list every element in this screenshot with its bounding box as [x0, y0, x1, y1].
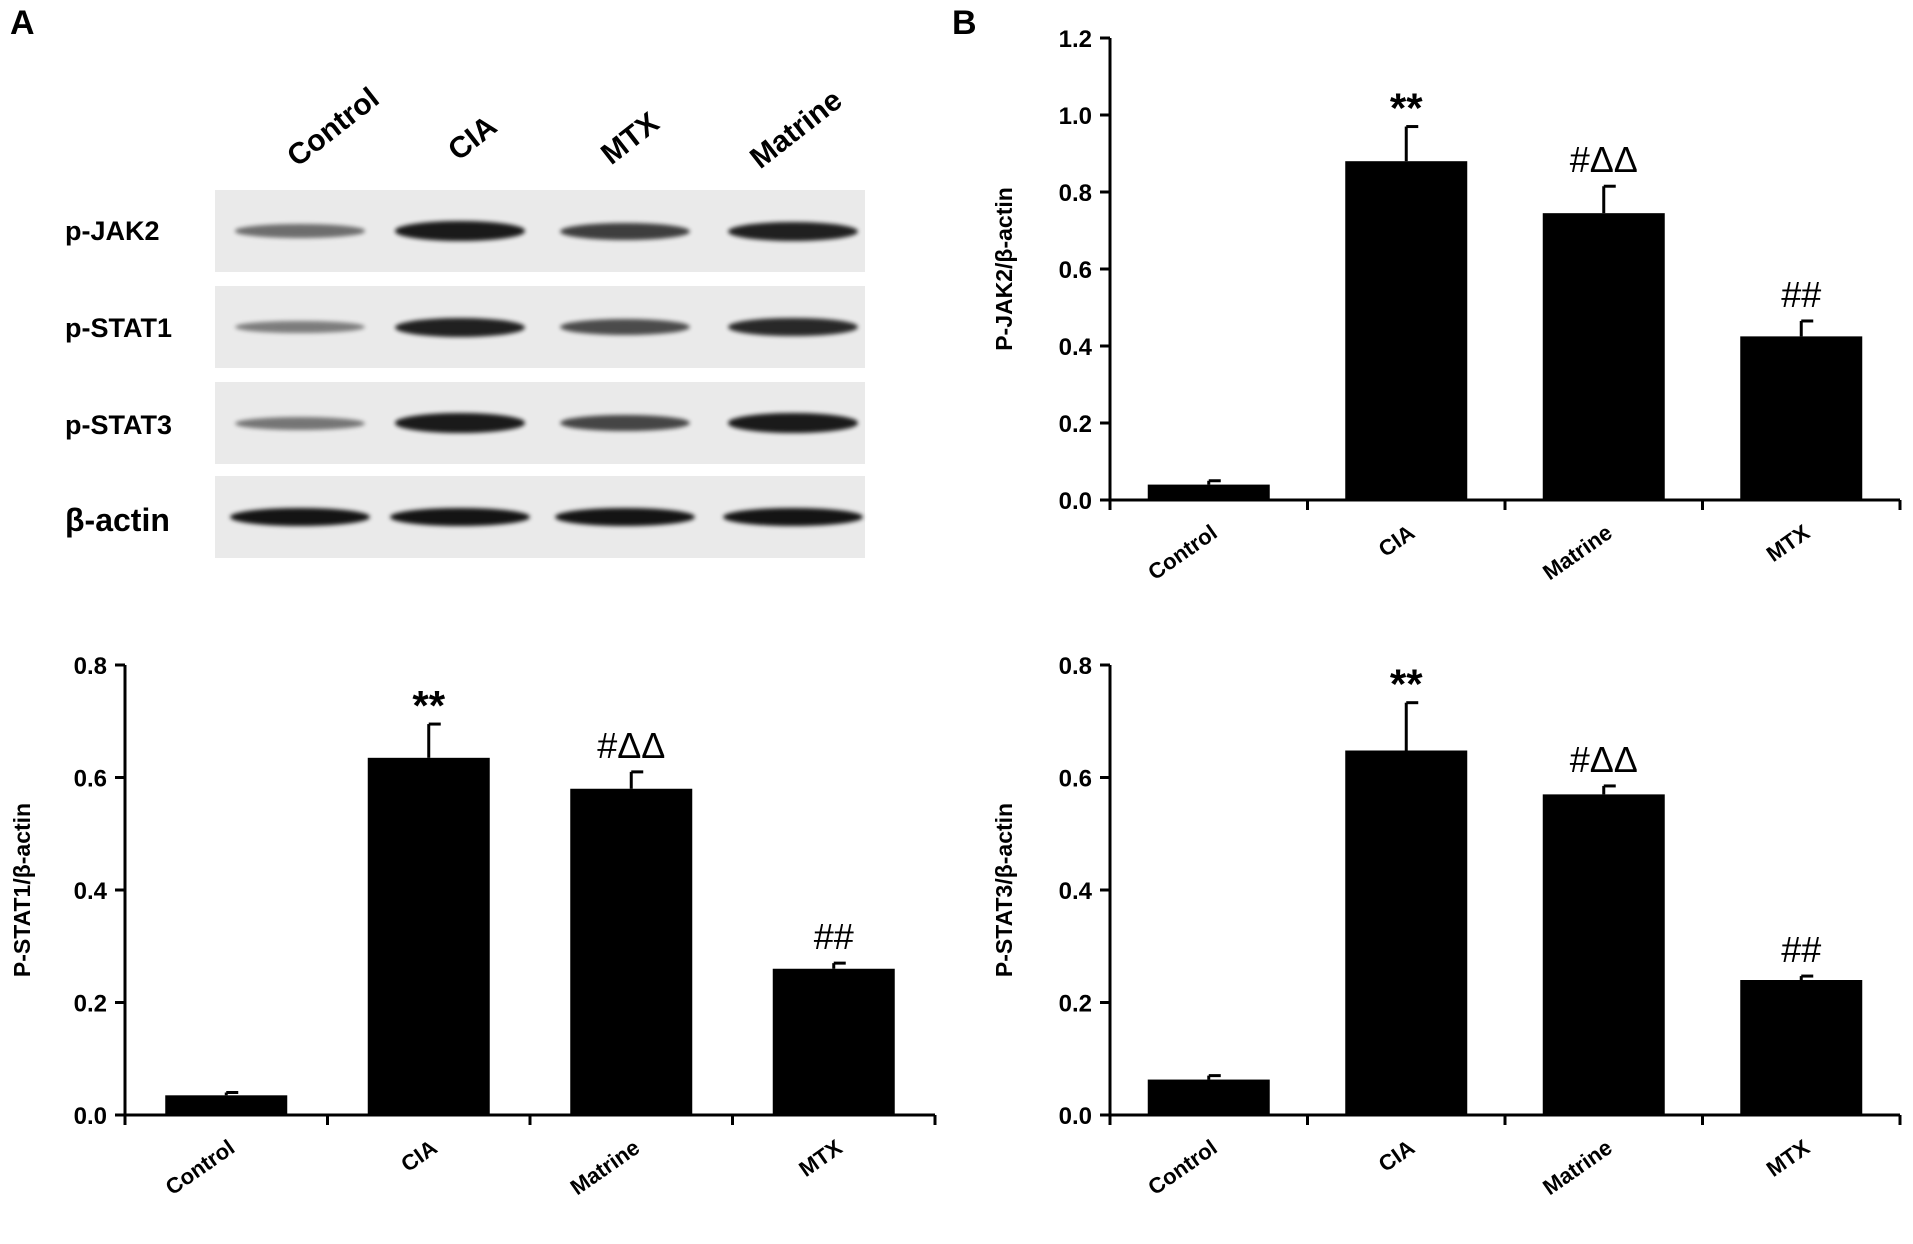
significance-label: ## [814, 916, 854, 957]
significance-label: ** [1390, 85, 1423, 132]
blot-strip-p-stat3 [215, 382, 865, 464]
significance-label: ## [1781, 929, 1821, 970]
significance-label: ** [1390, 661, 1423, 708]
y-tick-label: 0.4 [1059, 878, 1093, 905]
blot-band [560, 319, 690, 335]
y-tick-label: 0.2 [1059, 411, 1092, 438]
y-tick-label: 1.2 [1059, 26, 1092, 53]
blot-strip-beta-actin [215, 476, 865, 558]
y-tick-label: 0.2 [1059, 991, 1092, 1018]
blot-band [560, 222, 690, 240]
significance-label: ** [412, 682, 445, 729]
blot-strip-p-jak2 [215, 190, 865, 272]
blot-band [728, 221, 858, 241]
bar-matrine [1542, 794, 1665, 1115]
chart-p-stat1: 0.0 0.2 0.4 0.6 0.8 P-STAT1/β-actin Control ** C… [9, 653, 937, 1200]
y-tick-label: 0.0 [1059, 488, 1092, 515]
bar-matrine [570, 788, 693, 1115]
y-tick-label: 0.8 [74, 653, 107, 680]
bar-control [1147, 1079, 1270, 1115]
lane-label-mtx: MTX [595, 106, 666, 172]
y-tick-label: 0.8 [1059, 653, 1092, 680]
y-tick-label: 0.6 [1059, 257, 1092, 284]
bar-mtx [1740, 336, 1863, 500]
y-axis-label: P-STAT1/β-actin [9, 803, 35, 977]
x-tick-label: CIA [1374, 520, 1419, 562]
x-tick-label: MTX [1762, 1134, 1815, 1181]
y-tick-label: 0.0 [1059, 1103, 1092, 1130]
y-tick-label: 0.2 [74, 991, 107, 1018]
blot-band [395, 317, 525, 337]
chart-p-jak2: 0.0 0.2 0.4 0.6 0.8 1.0 1.2 P-JAK2/β-actin Contr… [991, 26, 1902, 585]
row-label-p-jak2: p-JAK2 [65, 216, 160, 246]
x-tick-label: MTX [1762, 519, 1815, 566]
y-tick-label: 0.8 [1059, 180, 1092, 207]
bar-control [1147, 484, 1270, 500]
bar-mtx [1740, 980, 1863, 1115]
x-tick-label: CIA [396, 1135, 441, 1177]
row-label-p-stat1: p-STAT1 [65, 313, 172, 343]
y-tick-label: 0.4 [1059, 334, 1093, 361]
y-tick-label: 0.0 [74, 1103, 107, 1130]
blot-band [560, 414, 690, 432]
blot-band [230, 508, 370, 526]
x-tick-label: Control [1143, 520, 1221, 585]
x-tick-label: Control [161, 1135, 239, 1200]
significance-label: ## [1781, 274, 1821, 315]
y-axis-label: P-JAK2/β-actin [991, 187, 1017, 351]
bar-control [165, 1095, 288, 1115]
blot-band [723, 508, 863, 526]
panel-b-letter: B [952, 4, 977, 42]
bar-cia [1345, 161, 1468, 500]
bar-cia [1345, 750, 1468, 1115]
row-label-p-stat3: p-STAT3 [65, 410, 172, 440]
x-tick-label: Matrine [566, 1135, 644, 1200]
y-axis-label: P-STAT3/β-actin [991, 803, 1017, 977]
x-tick-label: Matrine [1538, 1135, 1616, 1200]
row-label-beta-actin: β-actin [65, 502, 170, 538]
significance-label: #ΔΔ [1570, 739, 1638, 780]
significance-label: #ΔΔ [1570, 139, 1638, 180]
x-tick-label: CIA [1374, 1135, 1419, 1177]
x-tick-label: MTX [794, 1134, 847, 1181]
y-tick-label: 1.0 [1059, 103, 1092, 130]
lane-label-control: Control [281, 81, 386, 174]
lane-label-matrine: Matrine [744, 83, 849, 176]
western-blot: Control CIA MTX Matrine p-JAK2 p-STAT1 p… [0, 0, 900, 580]
lane-label-cia: CIA [442, 109, 504, 168]
significance-label: #ΔΔ [597, 725, 665, 766]
blot-band [235, 320, 365, 334]
y-tick-label: 0.4 [74, 878, 108, 905]
blot-band [235, 416, 365, 430]
blot-band [728, 317, 858, 337]
y-tick-label: 0.6 [1059, 766, 1092, 793]
blot-band [235, 224, 365, 238]
x-tick-label: Matrine [1538, 520, 1616, 585]
panel-a-letter: A [10, 4, 35, 42]
blot-strip-p-stat1 [215, 286, 865, 368]
blot-band [555, 508, 695, 526]
bar-cia [367, 757, 490, 1115]
blot-band [390, 508, 530, 526]
bar-mtx [772, 968, 895, 1115]
chart-p-stat3: 0.0 0.2 0.4 0.6 0.8 P-STAT3/β-actin Control ** C… [991, 653, 1902, 1200]
y-tick-label: 0.6 [74, 766, 107, 793]
blot-band [728, 413, 858, 433]
blot-band [395, 413, 525, 433]
blot-band [395, 221, 525, 241]
bar-matrine [1542, 213, 1665, 501]
x-tick-label: Control [1143, 1135, 1221, 1200]
